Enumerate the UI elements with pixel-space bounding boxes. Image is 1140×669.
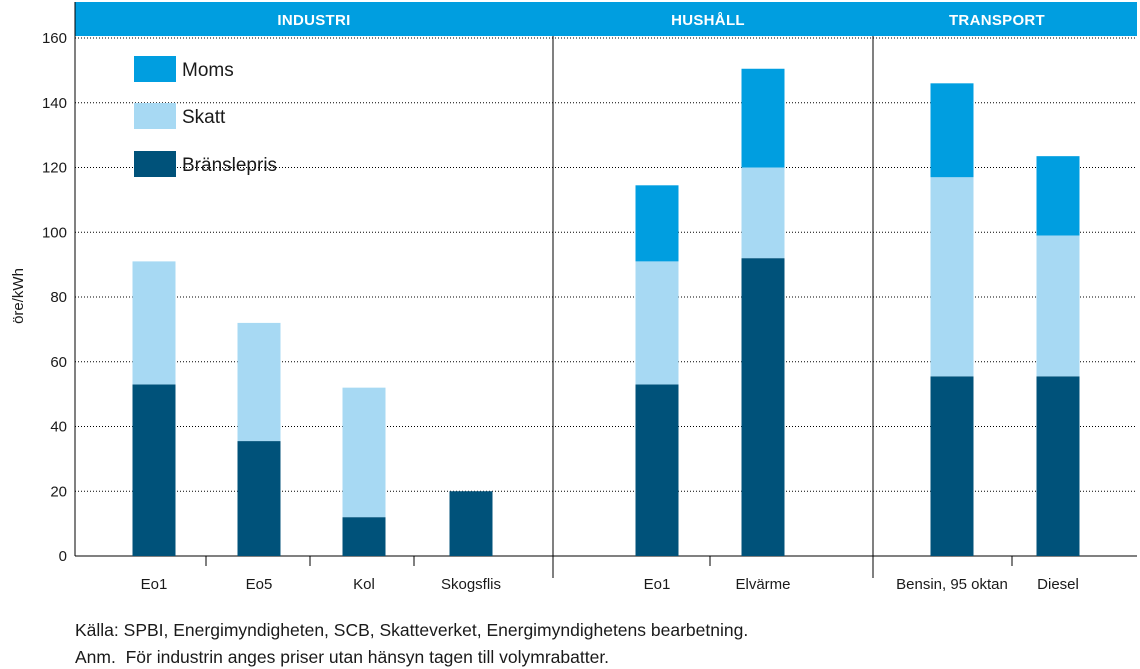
legend-label: Bränslepris — [182, 155, 277, 176]
bar-segment — [635, 261, 679, 385]
bar-segment — [635, 185, 679, 262]
bar-segment — [1036, 235, 1080, 377]
y-tick-label: 80 — [50, 289, 67, 306]
x-category-label: Eo1 — [644, 576, 671, 593]
y-axis-label: öre/kWh — [10, 268, 27, 324]
note-line: Anm. För industrin anges priser utan hän… — [75, 647, 609, 668]
y-tick-label: 60 — [50, 354, 67, 371]
section-title: HUSHÅLL — [671, 12, 745, 29]
bar-segment — [741, 68, 785, 168]
y-tick-label: 120 — [42, 160, 67, 177]
bar-segment — [635, 384, 679, 556]
x-category-label: Elvärme — [735, 576, 790, 593]
bar-segment — [342, 387, 386, 518]
x-category-label: Eo1 — [141, 576, 168, 593]
bar-segment — [930, 177, 974, 377]
bar-segment — [342, 517, 386, 556]
y-tick-label: 40 — [50, 419, 67, 436]
legend-swatch — [134, 151, 176, 177]
source-text: SPBI, Energimyndigheten, SCB, Skatteverk… — [123, 620, 749, 640]
stacked-bar-chart: 0 20 40 60 80 100 120 140 160 öre/kWh INDUSTRI HUSH… — [10, 2, 1137, 593]
legend-label: Skatt — [182, 107, 226, 128]
bar-segment — [930, 83, 974, 178]
y-tick-label: 100 — [42, 224, 67, 241]
x-category-label: Eo5 — [246, 576, 273, 593]
y-tick-label: 160 — [42, 30, 67, 47]
y-tick-label: 0 — [59, 548, 67, 565]
x-category-label: Bensin, 95 oktan — [896, 576, 1008, 593]
note-text: För industrin anges priser utan hänsyn t… — [125, 647, 610, 667]
note-label: Anm. — [75, 647, 116, 667]
legend-label: Moms — [182, 60, 234, 81]
bar-segment — [449, 491, 493, 556]
source-label: Källa: — [75, 620, 119, 640]
x-category-label: Diesel — [1037, 576, 1079, 593]
x-category-label: Kol — [353, 576, 375, 593]
section-title: TRANSPORT — [949, 12, 1045, 29]
bar-segment — [1036, 376, 1080, 556]
source-line: Källa: SPBI, Energimyndigheten, SCB, Ska… — [75, 620, 748, 641]
bar-segment — [930, 376, 974, 556]
legend-swatch — [134, 56, 176, 82]
bar-segment — [132, 384, 176, 556]
bar-segment — [741, 258, 785, 556]
bar-segment — [237, 322, 281, 442]
x-category-label: Skogsflis — [441, 576, 501, 593]
bar-segment — [237, 441, 281, 556]
section-header-band — [75, 2, 1137, 36]
y-tick-label: 140 — [42, 95, 67, 112]
legend-swatch — [134, 103, 176, 129]
y-tick-label: 20 — [50, 483, 67, 500]
bar-segment — [741, 167, 785, 259]
section-title: INDUSTRI — [277, 12, 350, 29]
bar-segment — [1036, 156, 1080, 236]
bar-segment — [132, 261, 176, 385]
